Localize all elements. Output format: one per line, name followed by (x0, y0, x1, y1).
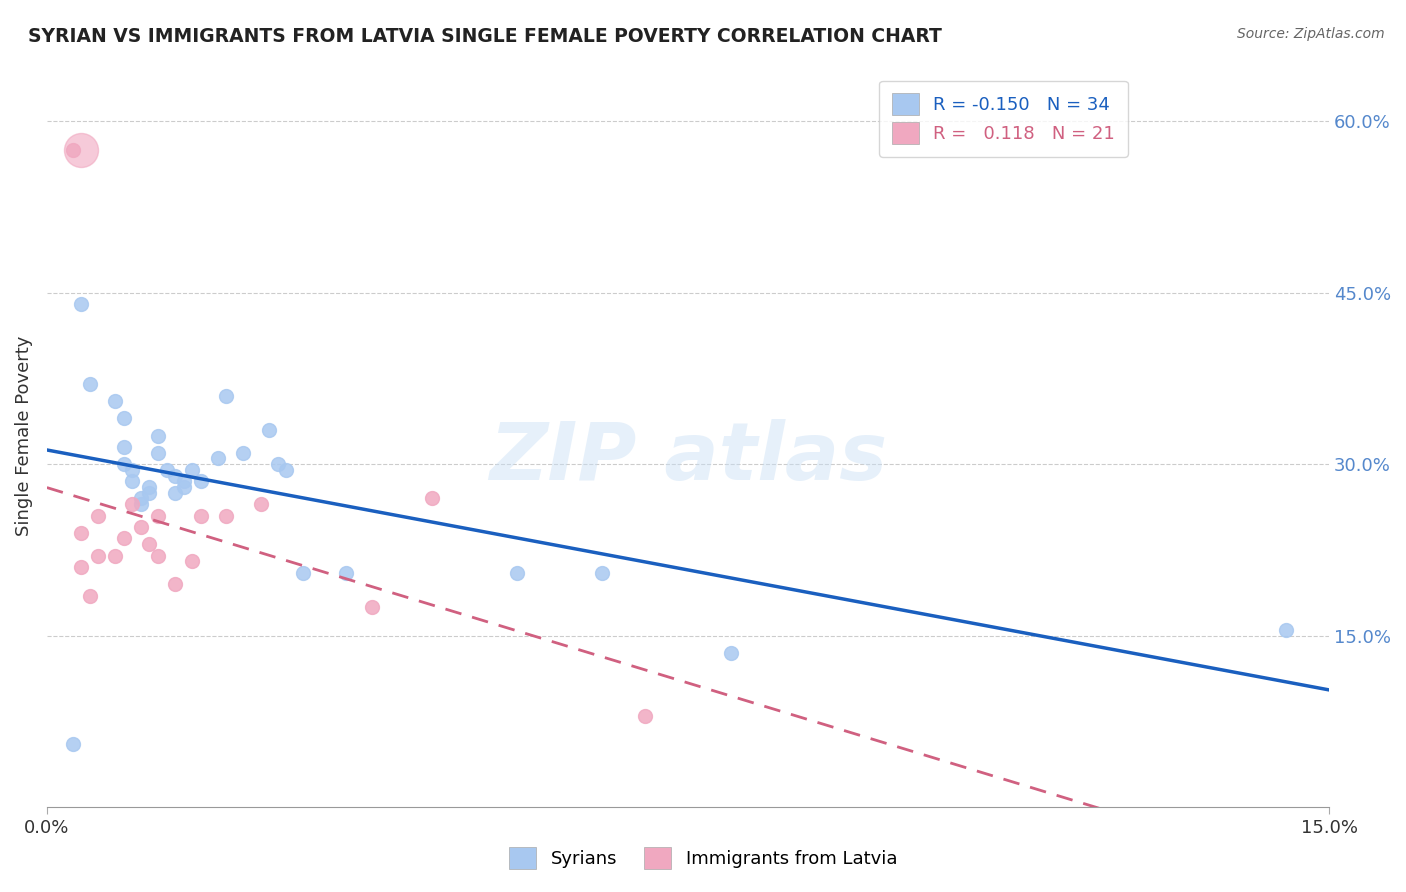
Point (112, 532, 135, 546)
Point (62, 143, 84, 157)
Point (190, 508, 212, 523)
Point (190, 475, 212, 489)
Point (335, 566, 357, 580)
Point (146, 508, 169, 523)
Point (215, 388, 238, 402)
Point (165, 577, 187, 591)
Point (129, 491, 152, 506)
Y-axis label: Single Female Poverty: Single Female Poverty (15, 335, 32, 536)
Point (112, 440, 135, 454)
Point (87, 549, 110, 563)
Point (146, 549, 169, 563)
Point (232, 446, 254, 460)
Point (129, 520, 152, 534)
Legend: Syrians, Immigrants from Latvia: Syrians, Immigrants from Latvia (501, 838, 905, 879)
Point (165, 485, 187, 500)
Point (104, 549, 127, 563)
Point (292, 566, 315, 580)
Point (207, 451, 229, 466)
Point (70, 297, 93, 311)
Point (257, 423, 280, 437)
Point (173, 475, 195, 489)
Legend: R = -0.150   N = 34, R =   0.118   N = 21: R = -0.150 N = 34, R = 0.118 N = 21 (879, 80, 1128, 157)
Point (181, 463, 204, 477)
Point (121, 475, 143, 489)
Point (112, 411, 135, 425)
Point (121, 497, 143, 511)
Point (70, 560, 93, 574)
Point (121, 463, 143, 477)
Point (249, 497, 271, 511)
Point (79, 589, 101, 603)
Point (173, 480, 195, 494)
Point (1275, 623, 1298, 637)
Point (276, 463, 298, 477)
Point (155, 463, 177, 477)
Point (138, 480, 160, 494)
Point (165, 468, 187, 483)
Point (720, 646, 742, 660)
Text: Source: ZipAtlas.com: Source: ZipAtlas.com (1237, 27, 1385, 41)
Point (70, 525, 93, 540)
Text: SYRIAN VS IMMIGRANTS FROM LATVIA SINGLE FEMALE POVERTY CORRELATION CHART: SYRIAN VS IMMIGRANTS FROM LATVIA SINGLE … (28, 27, 942, 45)
Point (634, 708, 657, 723)
Point (129, 497, 152, 511)
Point (181, 554, 204, 568)
Point (104, 394, 127, 409)
Point (266, 457, 288, 471)
Point (420, 491, 443, 506)
Text: ZIP atlas: ZIP atlas (489, 419, 887, 497)
Point (146, 428, 169, 442)
Point (70, 143, 93, 157)
Point (79, 377, 101, 392)
Point (62, 737, 84, 751)
Point (146, 446, 169, 460)
Point (592, 566, 614, 580)
Point (87, 508, 110, 523)
Point (138, 537, 160, 551)
Point (360, 600, 382, 615)
Point (215, 508, 238, 523)
Point (138, 485, 160, 500)
Point (506, 566, 529, 580)
Point (112, 457, 135, 471)
